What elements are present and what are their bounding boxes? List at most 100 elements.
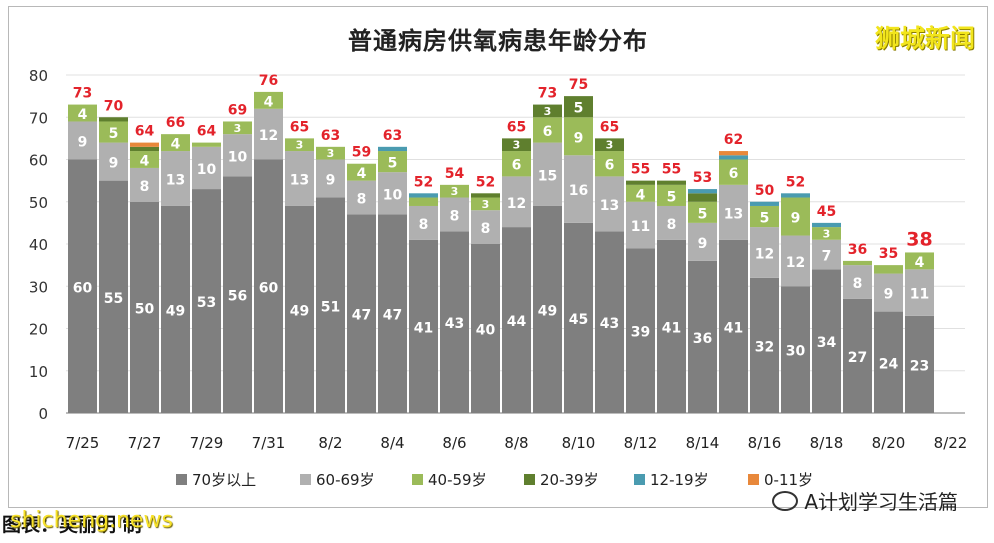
y-tick-label: 0	[38, 405, 48, 423]
bar-segment	[564, 222, 593, 413]
bar-segment	[409, 193, 438, 198]
bar-segment	[657, 205, 686, 240]
bar-segment	[192, 146, 221, 190]
y-tick-label: 20	[29, 321, 48, 339]
total-label: 53	[693, 170, 712, 186]
legend-swatch	[300, 474, 311, 485]
legend-swatch	[748, 474, 759, 485]
bar-segment	[905, 315, 934, 413]
total-label: 50	[755, 183, 775, 199]
data-label: 49	[166, 303, 185, 319]
bar-segment	[347, 214, 376, 413]
bar-segment	[905, 252, 934, 270]
data-label: 4	[140, 154, 150, 170]
x-tick-label: 8/16	[748, 434, 782, 452]
bar-segment	[688, 260, 717, 413]
data-label: 60	[73, 280, 93, 296]
bar-segment	[750, 227, 779, 278]
data-label: 8	[419, 217, 429, 233]
bar-segment	[812, 227, 841, 240]
bar-segment	[68, 104, 97, 122]
total-label: 76	[259, 73, 278, 89]
data-label: 10	[197, 162, 217, 178]
legend-label: 0-11岁	[764, 471, 813, 489]
data-label: 10	[383, 187, 403, 203]
data-label: 8	[140, 179, 150, 195]
data-label: 41	[724, 320, 743, 336]
y-tick-label: 50	[29, 194, 48, 212]
data-label: 9	[109, 156, 119, 172]
bar-segment	[874, 273, 903, 312]
bar-segment	[68, 121, 97, 160]
data-label: 10	[228, 149, 248, 165]
x-tick-label: 8/4	[380, 434, 404, 452]
total-label: 55	[662, 162, 681, 178]
data-label: 4	[264, 94, 274, 110]
bar-segment	[130, 151, 159, 168]
total-label: 54	[445, 166, 465, 182]
bar-segment	[223, 176, 252, 413]
total-label: 63	[321, 128, 340, 144]
data-label: 6	[543, 124, 553, 140]
bar-segment	[440, 184, 469, 198]
legend-swatch	[634, 474, 645, 485]
bar-segment	[781, 235, 810, 287]
bar-segment	[626, 201, 655, 249]
legend-swatch	[524, 474, 535, 485]
data-label: 5	[760, 211, 770, 227]
bar-segment	[719, 239, 748, 413]
legend-label: 40-59岁	[428, 471, 487, 489]
data-label: 60	[259, 280, 279, 296]
data-label: 9	[78, 134, 88, 150]
bar-segment	[564, 96, 593, 118]
legend-label: 12-19岁	[650, 471, 709, 489]
bar-segment	[533, 205, 562, 413]
data-label: 12	[786, 255, 805, 271]
bar-segment	[781, 193, 810, 198]
bar-segment	[254, 159, 283, 413]
bar-segment	[161, 205, 190, 413]
legend-label: 60-69岁	[316, 471, 375, 489]
bar-segment	[130, 201, 159, 413]
bar-segment	[595, 151, 624, 177]
data-label: 12	[259, 128, 278, 144]
bar-segment	[688, 189, 717, 194]
data-label: 4	[78, 107, 88, 123]
data-label: 5	[667, 189, 677, 205]
data-label: 8	[853, 276, 863, 292]
bar-segment	[378, 151, 407, 173]
data-label: 5	[388, 156, 398, 172]
bar-segment	[440, 231, 469, 413]
bar-segment	[905, 269, 934, 316]
bar-segment	[719, 159, 748, 185]
data-label: 51	[321, 299, 340, 315]
total-label: 65	[600, 119, 619, 135]
bar-segment	[657, 184, 686, 206]
data-label: 13	[290, 173, 309, 189]
bar-segment	[874, 311, 903, 413]
bar-segment	[502, 227, 531, 413]
x-tick-label: 7/31	[252, 434, 286, 452]
total-label: 65	[290, 119, 309, 135]
bar-segment	[99, 121, 128, 143]
data-label: 3	[513, 139, 521, 152]
bar-segment	[347, 163, 376, 181]
data-label: 6	[512, 158, 522, 174]
data-label: 49	[538, 303, 557, 319]
bar-segment	[347, 180, 376, 215]
data-label: 3	[606, 139, 614, 152]
bar-segment	[161, 134, 190, 152]
data-label: 43	[600, 316, 619, 332]
bar-segment	[688, 193, 717, 202]
total-label: 75	[569, 77, 588, 93]
data-label: 45	[569, 312, 588, 328]
x-tick-label: 8/12	[624, 434, 658, 452]
y-tick-label: 40	[29, 236, 48, 254]
data-label: 4	[171, 137, 181, 153]
data-label: 41	[414, 320, 433, 336]
bar-segment	[99, 117, 128, 122]
x-tick-label: 7/27	[128, 434, 162, 452]
x-tick-label: 8/6	[442, 434, 466, 452]
data-label: 9	[698, 236, 708, 252]
legend-label: 70岁以上	[192, 471, 256, 489]
